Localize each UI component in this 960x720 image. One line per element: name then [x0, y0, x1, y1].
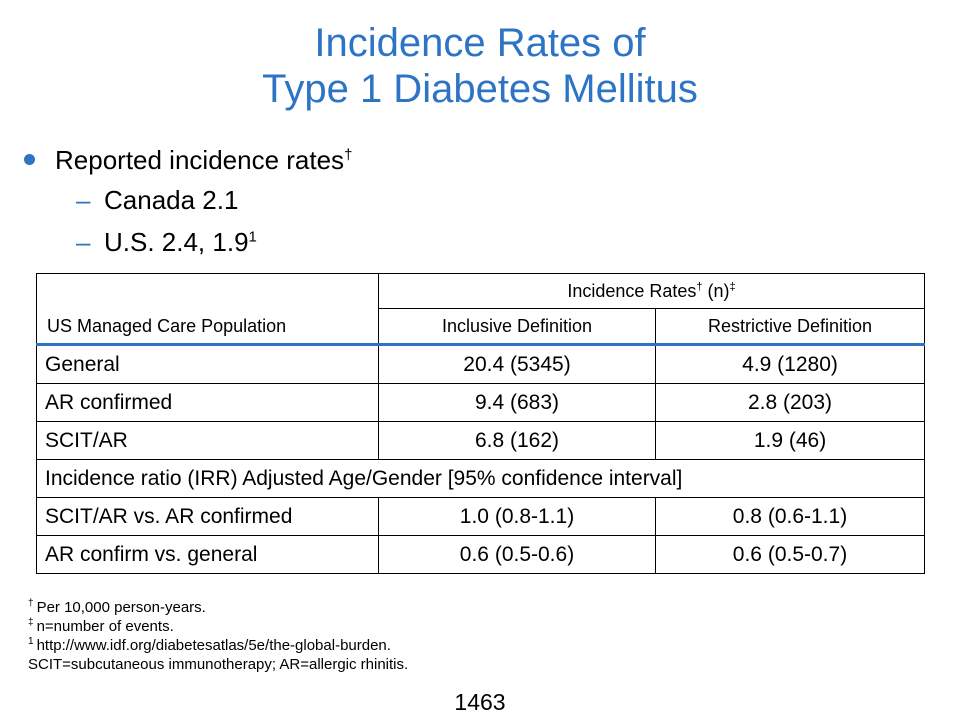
- rates-header-text: Incidence Rates: [567, 280, 697, 301]
- sub-bullet-text: U.S. 2.4, 1.9: [104, 227, 249, 257]
- footnote: 1 http://www.idf.org/diabetesatlas/5e/the…: [28, 636, 408, 655]
- restrictive-value: 4.9 (1280): [654, 344, 926, 384]
- restrictive-value: 0.6 (0.5-0.7): [654, 535, 926, 574]
- sub-bullet-us: – U.S. 2.4, 1.91: [76, 226, 257, 258]
- inclusive-value: 20.4 (5345): [378, 344, 656, 384]
- footnote: ‡ n=number of events.: [28, 617, 408, 636]
- dash-icon: –: [76, 227, 91, 257]
- sub-bullet-text: Canada 2.1: [104, 185, 239, 215]
- table-row: SCIT/AR vs. AR confirmed 1.0 (0.8-1.1) 0…: [36, 497, 926, 536]
- inclusive-value: 1.0 (0.8-1.1): [378, 497, 656, 536]
- bullet-main-text: Reported incidence rates: [55, 145, 345, 175]
- rates-header-ddagger: ‡: [729, 280, 736, 293]
- incidence-ratio-section-label: Incidence ratio (IRR) Adjusted Age/Gende…: [35, 459, 926, 498]
- row-label: General: [36, 344, 379, 384]
- restrictive-value: 0.8 (0.6-1.1): [654, 497, 926, 536]
- table-subheader-row: Inclusive Definition Restrictive Definit…: [37, 308, 926, 346]
- table-row: General 20.4 (5345) 4.9 (1280): [36, 344, 926, 384]
- footnote-text: SCIT=subcutaneous immunotherapy; AR=alle…: [28, 656, 409, 673]
- footnote-text: http://www.idf.org/diabetesatlas/5e/the-…: [36, 637, 391, 654]
- footnote-text: Per 10,000 person-years.: [36, 599, 206, 616]
- row-label: AR confirm vs. general: [36, 535, 379, 574]
- footnote-mark: 1: [28, 636, 34, 647]
- bullet-main-sup: †: [344, 146, 353, 164]
- inclusive-value: 9.4 (683): [378, 383, 656, 422]
- inclusive-value: 0.6 (0.5-0.6): [378, 535, 656, 574]
- footnotes: † Per 10,000 person-years. ‡ n=number of e…: [28, 598, 408, 674]
- title-line-2: Type 1 Diabetes Mellitus: [262, 67, 698, 111]
- table-row: AR confirm vs. general 0.6 (0.5-0.6) 0.6…: [36, 535, 926, 574]
- title-line-1: Incidence Rates of: [314, 21, 646, 65]
- population-header: US Managed Care Population: [36, 273, 379, 346]
- restrictive-value: 1.9 (46): [654, 421, 926, 460]
- table-header-row: US Managed Care Population Incidence Rat…: [36, 273, 926, 346]
- sub-bullet-canada: – Canada 2.1: [76, 184, 238, 216]
- incidence-table: US Managed Care Population Incidence Rat…: [35, 273, 926, 574]
- dash-icon: –: [76, 185, 91, 215]
- row-label: AR confirmed: [36, 383, 379, 422]
- inclusive-value: 6.8 (162): [378, 421, 656, 460]
- bullet-dot-icon: [24, 153, 35, 165]
- rates-header: Incidence Rates† (n)‡: [377, 273, 926, 309]
- row-label: SCIT/AR: [36, 421, 379, 460]
- page-number: 1463: [454, 689, 506, 715]
- footnote-mark: ‡: [28, 617, 34, 628]
- restrictive-header: Restrictive Definition: [654, 308, 926, 346]
- footnote-text: n=number of events.: [36, 618, 174, 635]
- slide-title: Incidence Rates of Type 1 Diabetes Melli…: [0, 20, 960, 112]
- rates-header-n: (n): [702, 280, 730, 301]
- footnote: SCIT=subcutaneous immunotherapy; AR=alle…: [28, 655, 408, 674]
- footnote: † Per 10,000 person-years.: [28, 598, 408, 617]
- bullet-reported-rates: Reported incidence rates†: [24, 144, 352, 176]
- rates-header-dagger: †: [696, 280, 703, 293]
- table-row: SCIT/AR 6.8 (162) 1.9 (46): [36, 421, 926, 460]
- sub-bullet-sup: 1: [248, 228, 257, 246]
- row-label: SCIT/AR vs. AR confirmed: [36, 497, 379, 536]
- table-section-row: Incidence ratio (IRR) Adjusted Age/Gende…: [35, 459, 926, 498]
- footnote-mark: †: [28, 598, 34, 609]
- inclusive-header: Inclusive Definition: [378, 308, 656, 346]
- restrictive-value: 2.8 (203): [654, 383, 926, 422]
- table-row: AR confirmed 9.4 (683) 2.8 (203): [36, 383, 926, 422]
